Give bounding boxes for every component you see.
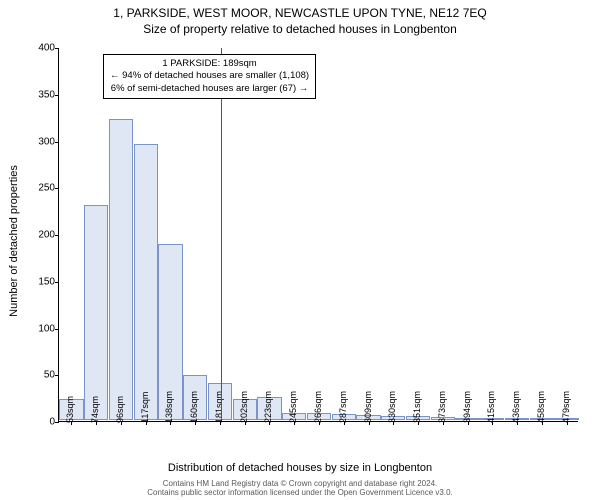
- reference-line: [221, 48, 222, 420]
- chart-plot-area: 05010015020025030035040053sqm74sqm96sqm1…: [58, 48, 578, 422]
- x-tick-label: 245sqm: [288, 391, 298, 423]
- y-tick-label: 50: [27, 370, 55, 381]
- x-tick-label: 436sqm: [511, 391, 521, 423]
- y-tick-mark: [55, 422, 59, 423]
- histogram-bar: [109, 119, 133, 420]
- x-tick-label: 373sqm: [437, 391, 447, 423]
- x-tick-label: 309sqm: [363, 391, 373, 423]
- annotation-line: 1 PARKSIDE: 189sqm: [110, 58, 309, 70]
- x-tick-label: 96sqm: [115, 396, 125, 423]
- x-tick-label: 330sqm: [387, 391, 397, 423]
- y-tick-label: 0: [27, 417, 55, 428]
- y-axis-label: Number of detached properties: [8, 165, 20, 317]
- y-tick-label: 200: [27, 230, 55, 241]
- y-tick-mark: [55, 375, 59, 376]
- x-tick-label: 458sqm: [536, 391, 546, 423]
- x-tick-label: 479sqm: [561, 391, 571, 423]
- x-tick-label: 415sqm: [486, 391, 496, 423]
- x-tick-label: 287sqm: [338, 391, 348, 423]
- y-tick-mark: [55, 329, 59, 330]
- plot-region: 05010015020025030035040053sqm74sqm96sqm1…: [58, 48, 578, 422]
- chart-title-address: 1, PARKSIDE, WEST MOOR, NEWCASTLE UPON T…: [0, 6, 600, 20]
- x-tick-label: 181sqm: [214, 391, 224, 423]
- footer-line-2: Contains public sector information licen…: [0, 488, 600, 498]
- y-tick-mark: [55, 142, 59, 143]
- histogram-bar: [134, 144, 158, 420]
- x-tick-label: 394sqm: [462, 391, 472, 423]
- y-tick-label: 400: [27, 43, 55, 54]
- y-tick-mark: [55, 188, 59, 189]
- y-tick-mark: [55, 235, 59, 236]
- y-tick-label: 350: [27, 89, 55, 100]
- y-tick-label: 250: [27, 183, 55, 194]
- x-tick-label: 117sqm: [140, 392, 150, 423]
- annotation-box: 1 PARKSIDE: 189sqm← 94% of detached hous…: [103, 54, 316, 99]
- y-tick-mark: [55, 48, 59, 49]
- annotation-line: 6% of semi-detached houses are larger (6…: [110, 83, 309, 95]
- y-tick-label: 300: [27, 136, 55, 147]
- x-tick-label: 138sqm: [164, 391, 174, 423]
- y-tick-mark: [55, 282, 59, 283]
- chart-title-subtitle: Size of property relative to detached ho…: [0, 22, 600, 36]
- x-tick-label: 74sqm: [90, 396, 100, 423]
- annotation-line: ← 94% of detached houses are smaller (1,…: [110, 70, 309, 82]
- y-tick-mark: [55, 95, 59, 96]
- histogram-bar: [84, 205, 108, 420]
- x-axis-label: Distribution of detached houses by size …: [0, 462, 600, 474]
- x-tick-label: 202sqm: [239, 391, 249, 423]
- x-tick-label: 53sqm: [65, 396, 75, 423]
- chart-title-block: 1, PARKSIDE, WEST MOOR, NEWCASTLE UPON T…: [0, 0, 600, 36]
- y-tick-label: 150: [27, 276, 55, 287]
- y-tick-label: 100: [27, 323, 55, 334]
- x-tick-label: 160sqm: [189, 391, 199, 423]
- x-tick-label: 266sqm: [313, 391, 323, 423]
- footer-attribution: Contains HM Land Registry data © Crown c…: [0, 479, 600, 498]
- x-tick-label: 223sqm: [263, 391, 273, 423]
- footer-line-1: Contains HM Land Registry data © Crown c…: [0, 479, 600, 489]
- x-tick-label: 351sqm: [412, 391, 422, 423]
